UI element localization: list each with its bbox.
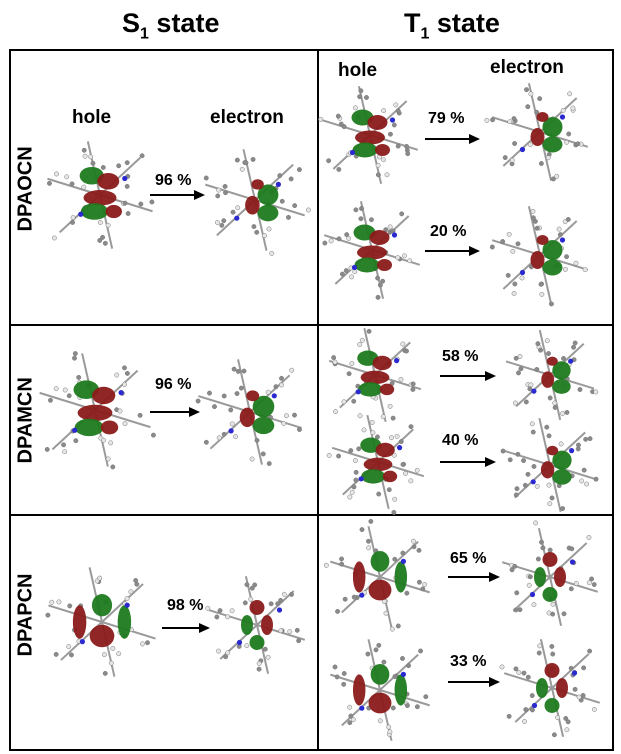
molecule-dpamcn-s1-electron [195, 359, 302, 467]
arrows [150, 134, 500, 687]
molecule-dpaocn-t1-electron-2 [489, 206, 589, 307]
arrow-t1-dpaocn-1 [425, 134, 480, 144]
s1-electron-label: electron [210, 107, 284, 128]
molecule-dpaocn-t1-hole-2 [322, 201, 421, 300]
s1-hole-label: hole [72, 107, 112, 128]
t1-percent-dpamcn-2: 40 % [442, 432, 479, 449]
row-label-dpapcn: DPAPCN [14, 573, 37, 657]
molecule-dpamcn-t1-hole-1 [328, 327, 422, 423]
molecule-dpapcn-t1-hole-2 [330, 639, 430, 741]
t1-percent-dpapcn-2: 33 % [450, 653, 487, 670]
t1-electron-label: electron [490, 57, 564, 78]
molecule-dpaocn-s1-hole [46, 141, 155, 249]
arrow-s1-dpamcn [150, 407, 200, 417]
t1-percent-dpaocn-2: 20 % [430, 223, 467, 240]
molecule-dpapcn-s1-electron [205, 576, 306, 674]
outer-border [9, 49, 614, 751]
t1-percent-dpapcn-1: 65 % [450, 550, 487, 567]
molecule-dpamcn-t1-electron-1 [505, 329, 599, 421]
molecule-dpapcn-t1-hole-1 [323, 518, 430, 632]
row-label-dpaocn: DPAOCN [14, 146, 37, 232]
molecule-dpaocn-t1-hole-1 [318, 86, 419, 184]
arrow-s1-dpaocn [150, 190, 205, 200]
s1-state-title: S1 state [122, 8, 220, 43]
molecule-dpaocn-t1-electron-1 [484, 83, 589, 182]
molecules [39, 83, 601, 741]
arrow-t1-dpamcn-1 [440, 371, 496, 381]
row-label-dpamcn: DPAMCN [14, 377, 37, 464]
t1-state-title: T1 state [404, 8, 500, 43]
molecule-dpapcn-s1-hole [45, 567, 156, 677]
molecule-dpaocn-s1-electron [203, 149, 311, 256]
arrow-t1-dpapcn-2 [448, 677, 500, 687]
molecule-dpamcn-t1-hole-2 [326, 413, 425, 515]
arrow-s1-dpapcn [162, 623, 210, 633]
molecule-dpamcn-t1-electron-2 [500, 417, 599, 513]
t1-percent-dpaocn-1: 79 % [428, 110, 465, 127]
molecule-dpamcn-s1-hole [39, 351, 156, 470]
arrow-t1-dpamcn-2 [440, 457, 496, 467]
arrow-t1-dpapcn-1 [448, 572, 500, 582]
arrow-t1-dpaocn-2 [425, 246, 480, 256]
t1-hole-label: hole [338, 60, 378, 81]
molecule-dpapcn-t1-electron-2 [499, 639, 601, 738]
s1-percent-dpamcn: 96 % [155, 376, 192, 393]
s1-percent-dpaocn: 96 % [155, 172, 192, 189]
molecule-dpapcn-t1-electron-1 [501, 520, 599, 626]
s1-percent-dpapcn: 98 % [167, 597, 204, 614]
t1-percent-dpamcn-1: 58 % [442, 348, 479, 365]
